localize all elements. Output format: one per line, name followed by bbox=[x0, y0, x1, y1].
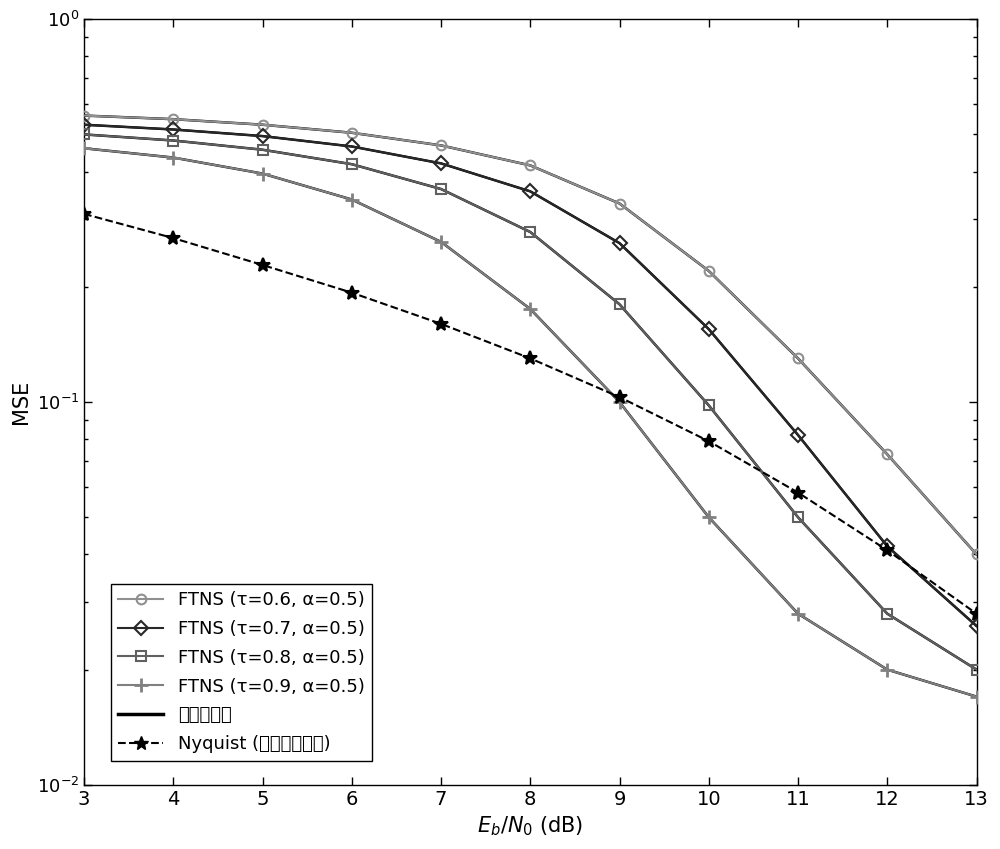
Y-axis label: MSE: MSE bbox=[11, 380, 31, 424]
Legend: FTNS (τ=0.6, α=0.5), FTNS (τ=0.7, α=0.5), FTNS (τ=0.8, α=0.5), FTNS (τ=0.9, α=0.: FTNS (τ=0.6, α=0.5), FTNS (τ=0.7, α=0.5)… bbox=[111, 584, 372, 761]
X-axis label: $E_b/N_0$ (dB): $E_b/N_0$ (dB) bbox=[477, 814, 583, 838]
